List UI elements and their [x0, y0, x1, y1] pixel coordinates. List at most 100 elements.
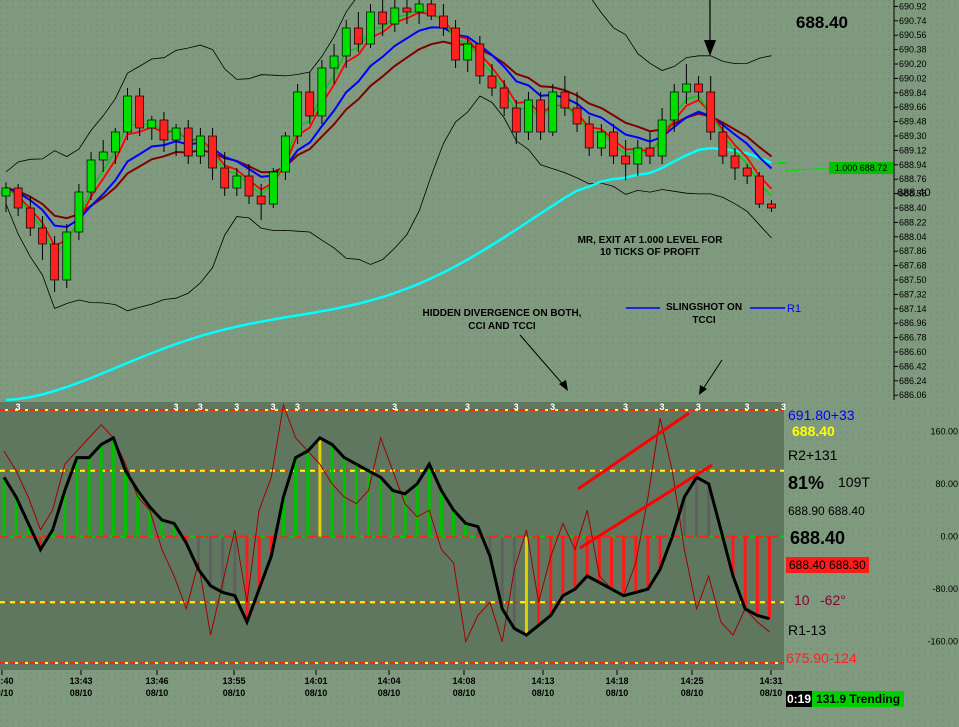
candle-body	[694, 83, 703, 93]
candle-body	[147, 119, 157, 129]
time-label: 14:25	[680, 676, 703, 686]
marker-label: 3	[295, 402, 300, 412]
candle-body	[657, 119, 667, 157]
marker-label: 3	[514, 402, 519, 412]
time-label: 14:01	[304, 676, 327, 686]
readout-line2: 688.40	[792, 423, 835, 439]
marker-label: 3	[696, 402, 701, 412]
last-price: 688.40	[796, 13, 848, 32]
price-tick-label: 688.40	[899, 203, 927, 213]
time-axis: 13:40 08/10 13:43 08/10 13:46 08/10 13:55 08/10…	[0, 670, 783, 698]
candle-body	[74, 191, 84, 233]
candle-body	[183, 127, 193, 157]
time-label: 13:55	[222, 676, 245, 686]
readout-line10: 675.90-124	[786, 650, 857, 666]
candle-body	[196, 135, 205, 157]
price-tick-label: 686.24	[899, 376, 927, 386]
price-tick-label: 686.78	[899, 333, 927, 343]
candle-body	[633, 147, 643, 165]
candle-body	[159, 119, 169, 141]
date-label: 08/10	[223, 688, 246, 698]
current-price-label: 688.40	[897, 187, 931, 199]
time-label: 13:40	[0, 676, 14, 686]
oscillator-tick-label: -160.00	[927, 637, 958, 647]
candle-body	[475, 43, 485, 77]
price-tick-label: 690.92	[899, 1, 927, 11]
candle-body	[293, 91, 302, 137]
candle-body	[669, 91, 679, 121]
price-tick-label: 686.96	[899, 318, 927, 328]
time-label: 14:13	[531, 676, 554, 686]
marker-label: 3	[392, 402, 397, 412]
candle-body	[13, 187, 23, 209]
marker-label: 3	[198, 402, 203, 412]
date-label: 08/10	[378, 688, 401, 698]
price-tick-label: 689.66	[899, 102, 927, 112]
time-label: 14:08	[452, 676, 475, 686]
time-label: 14:31	[759, 676, 782, 686]
price-tick-label: 686.42	[899, 361, 927, 371]
candle-body	[171, 127, 181, 141]
candle-body	[220, 167, 230, 189]
candle-body	[378, 11, 387, 25]
candle-body	[767, 203, 776, 209]
down-arrow-icon	[704, 40, 716, 56]
price-tick-label: 689.12	[899, 145, 927, 155]
candle-body	[329, 55, 339, 69]
price-tick-label: 688.76	[899, 174, 927, 184]
marker-label: 3	[15, 402, 20, 412]
candle-body	[682, 83, 691, 93]
price-tick-label: 687.50	[899, 275, 927, 285]
candle-body	[609, 131, 618, 157]
lower-band	[5, 95, 772, 312]
candle-body	[487, 75, 497, 89]
exit-note-line1: MR, EXIT AT 1.000 LEVEL FOR	[578, 235, 724, 246]
time-label: 14:18	[605, 676, 628, 686]
slingshot-note-line1: SLINGSHOT ON	[666, 302, 742, 313]
candle-body	[317, 67, 327, 117]
price-tick-label: 687.68	[899, 261, 927, 271]
candle-body	[38, 227, 47, 245]
price-tick-label: 688.04	[899, 232, 927, 242]
readout-percent: 81%	[788, 473, 825, 493]
red-moving-average	[5, 11, 773, 247]
price-tick-label: 687.86	[899, 246, 927, 256]
exit-note-line2: 10 TICKS OF PROFIT	[600, 247, 700, 258]
candle-body	[451, 27, 460, 61]
candle-body	[463, 43, 473, 61]
candle-body	[718, 131, 728, 157]
marker-label: 3	[271, 402, 276, 412]
candle-body	[366, 11, 375, 45]
status-bar: 0:19 131.9 Trending	[786, 690, 905, 707]
candle-body	[402, 7, 412, 13]
date-label: 08/10	[0, 688, 13, 698]
readout-line8a: 10	[794, 592, 810, 608]
candle-body	[341, 27, 351, 57]
candle-body	[426, 3, 436, 17]
price-tick-label: 687.32	[899, 289, 927, 299]
price-tick-label: 688.94	[899, 160, 927, 170]
oscillator-tick-label: 160.00	[930, 426, 958, 436]
marker-label: 3	[623, 402, 628, 412]
oscillator-tick-label: -80.00	[932, 584, 958, 594]
status-text: 131.9 Trending	[812, 690, 905, 707]
arrow-head-icon	[559, 380, 568, 391]
candle-body	[208, 135, 217, 169]
cyan-moving-average	[5, 146, 772, 402]
candle-body	[524, 99, 533, 133]
annotations: MR, EXIT AT 1.000 LEVEL FOR 10 TICKS OF …	[423, 0, 829, 550]
date-label: 08/10	[146, 688, 169, 698]
candle-body	[730, 155, 740, 169]
date-label: 08/10	[453, 688, 476, 698]
price-tick-label: 686.60	[899, 347, 927, 357]
readout-angle: -62°	[820, 592, 846, 608]
candle-body	[244, 175, 254, 197]
candle-body	[281, 135, 290, 173]
candle-body	[390, 7, 400, 25]
slingshot-note-line2: TCCI	[692, 315, 716, 326]
candle-body	[584, 123, 594, 149]
oscillator-axis: 160.00 80.00 0.00 -80.00 -160.00	[927, 426, 958, 646]
marker-label: 3	[234, 402, 239, 412]
date-label: 08/10	[681, 688, 704, 698]
candle-body	[560, 91, 570, 109]
